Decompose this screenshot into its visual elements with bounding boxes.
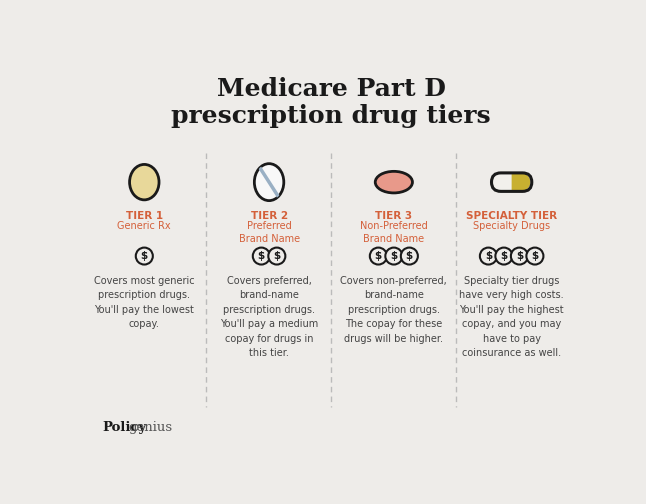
Circle shape	[370, 247, 387, 265]
Ellipse shape	[130, 164, 159, 200]
Circle shape	[136, 247, 153, 265]
Text: Generic Rx: Generic Rx	[118, 221, 171, 231]
Text: $: $	[390, 251, 397, 261]
Text: Preferred
Brand Name: Preferred Brand Name	[238, 221, 300, 244]
Text: Medicare Part D: Medicare Part D	[216, 78, 446, 101]
Text: SPECIALTY TIER: SPECIALTY TIER	[466, 211, 557, 221]
Text: Covers non-preferred,
brand-name
prescription drugs.
The copay for these
drugs w: Covers non-preferred, brand-name prescri…	[340, 276, 447, 344]
Text: prescription drug tiers: prescription drug tiers	[171, 104, 491, 128]
Text: genius: genius	[129, 421, 173, 434]
Ellipse shape	[255, 164, 284, 201]
Circle shape	[480, 247, 497, 265]
Text: TIER 3: TIER 3	[375, 211, 412, 221]
Polygon shape	[512, 173, 530, 192]
Text: Covers preferred,
brand-name
prescription drugs.
You'll pay a medium
copay for d: Covers preferred, brand-name prescriptio…	[220, 276, 318, 358]
Circle shape	[511, 247, 528, 265]
Text: Specialty tier drugs
have very high costs.
You'll pay the highest
copay, and you: Specialty tier drugs have very high cost…	[459, 276, 564, 358]
Circle shape	[526, 247, 543, 265]
Text: $: $	[531, 251, 539, 261]
Text: Covers most generic
prescription drugs.
You'll pay the lowest
copay.: Covers most generic prescription drugs. …	[94, 276, 194, 329]
Circle shape	[401, 247, 418, 265]
Text: $: $	[273, 251, 280, 261]
Text: TIER 1: TIER 1	[126, 211, 163, 221]
Text: $: $	[258, 251, 265, 261]
Circle shape	[268, 247, 286, 265]
Text: $: $	[406, 251, 413, 261]
Text: $: $	[500, 251, 508, 261]
Text: $: $	[141, 251, 148, 261]
Text: $: $	[516, 251, 523, 261]
Circle shape	[253, 247, 270, 265]
Circle shape	[385, 247, 402, 265]
Text: Specialty Drugs: Specialty Drugs	[473, 221, 550, 231]
Text: Policy: Policy	[103, 421, 147, 434]
Polygon shape	[493, 173, 512, 192]
Circle shape	[495, 247, 512, 265]
Text: TIER 2: TIER 2	[251, 211, 287, 221]
Text: $: $	[484, 251, 492, 261]
Ellipse shape	[375, 171, 412, 193]
Text: $: $	[375, 251, 382, 261]
Text: Non-Preferred
Brand Name: Non-Preferred Brand Name	[360, 221, 428, 244]
